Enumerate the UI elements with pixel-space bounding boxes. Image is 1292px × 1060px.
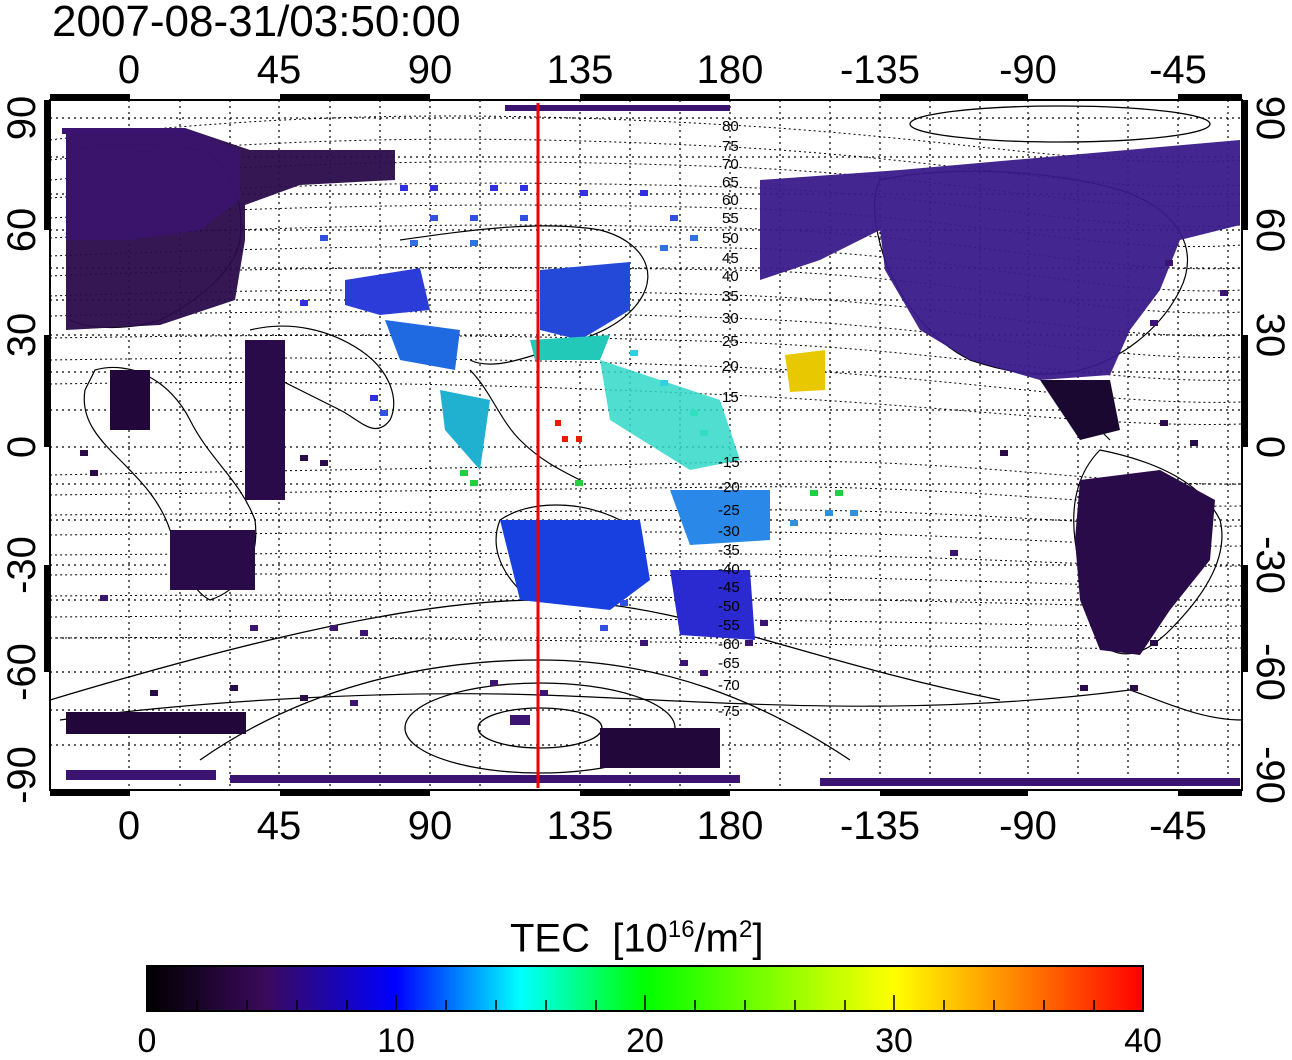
bottom-lon-tick: 0 <box>117 804 141 848</box>
contour-label: -30 <box>718 523 740 540</box>
top-lon-tick: 0 <box>117 48 141 92</box>
bottom-lon-tick: -135 <box>839 804 921 848</box>
tec-scatter-points <box>80 185 1228 725</box>
contour-label: -75 <box>718 703 740 720</box>
bottom-lon-tick: 90 <box>407 804 453 848</box>
contour-label: -70 <box>718 677 740 694</box>
contour-label: 70 <box>722 156 739 173</box>
contour-label: 65 <box>722 174 739 191</box>
top-lon-tick: 180 <box>696 48 764 92</box>
top-lon-tick: 135 <box>546 48 614 92</box>
bottom-lon-tick: -45 <box>1149 804 1207 848</box>
contour-label: 75 <box>722 138 739 155</box>
contour-label: -65 <box>718 655 740 672</box>
contour-label: 15 <box>722 389 739 406</box>
contour-label: 40 <box>722 268 739 285</box>
contour-label: 45 <box>722 250 739 267</box>
contour-label: 55 <box>722 210 739 227</box>
contour-label: -45 <box>718 579 740 596</box>
bottom-lon-tick: -90 <box>999 804 1057 848</box>
top-lon-tick: -135 <box>839 48 921 92</box>
contour-label: 30 <box>722 310 739 327</box>
contour-label: 80 <box>722 118 739 135</box>
contour-label: -25 <box>718 502 740 519</box>
contour-label-group: 80 75 70 65 60 55 50 45 40 35 30 25 20 1… <box>718 118 740 720</box>
colorbar-tick: 40 <box>1124 1022 1162 1060</box>
colorbar-tick: 30 <box>875 1022 913 1060</box>
contour-label: 20 <box>722 358 739 375</box>
colorbar-tick: 10 <box>377 1022 415 1060</box>
bottom-lon-tick: 135 <box>546 804 614 848</box>
top-lon-tick: -90 <box>999 48 1057 92</box>
contour-label: 50 <box>722 230 739 247</box>
contour-label: 35 <box>722 288 739 305</box>
contour-label: -15 <box>718 454 740 471</box>
top-lon-tick: -45 <box>1149 48 1207 92</box>
contour-label: 60 <box>722 192 739 209</box>
colorbar-tick: 20 <box>626 1022 664 1060</box>
contour-label: -35 <box>718 542 740 559</box>
contour-label: -60 <box>718 636 740 653</box>
contour-label: 25 <box>722 333 739 350</box>
colorbar-tick: 0 <box>137 1022 157 1060</box>
bottom-lon-tick: 180 <box>696 804 764 848</box>
top-lon-tick: 45 <box>256 48 302 92</box>
contour-label: -40 <box>718 561 740 578</box>
map-title: 2007-08-31/03:50:00 <box>52 0 461 46</box>
bottom-lon-tick: 45 <box>256 804 302 848</box>
frame-tick-bars <box>44 94 1248 796</box>
colorbar-minor-ticks <box>196 995 1095 1011</box>
top-lon-tick: 90 <box>407 48 453 92</box>
contour-label: -20 <box>718 479 740 496</box>
tec-data-patches <box>62 105 1240 786</box>
colorbar-title: TEC [1016/m2] <box>510 916 764 961</box>
contour-label: -50 <box>718 598 740 615</box>
contour-label: -55 <box>718 617 740 634</box>
